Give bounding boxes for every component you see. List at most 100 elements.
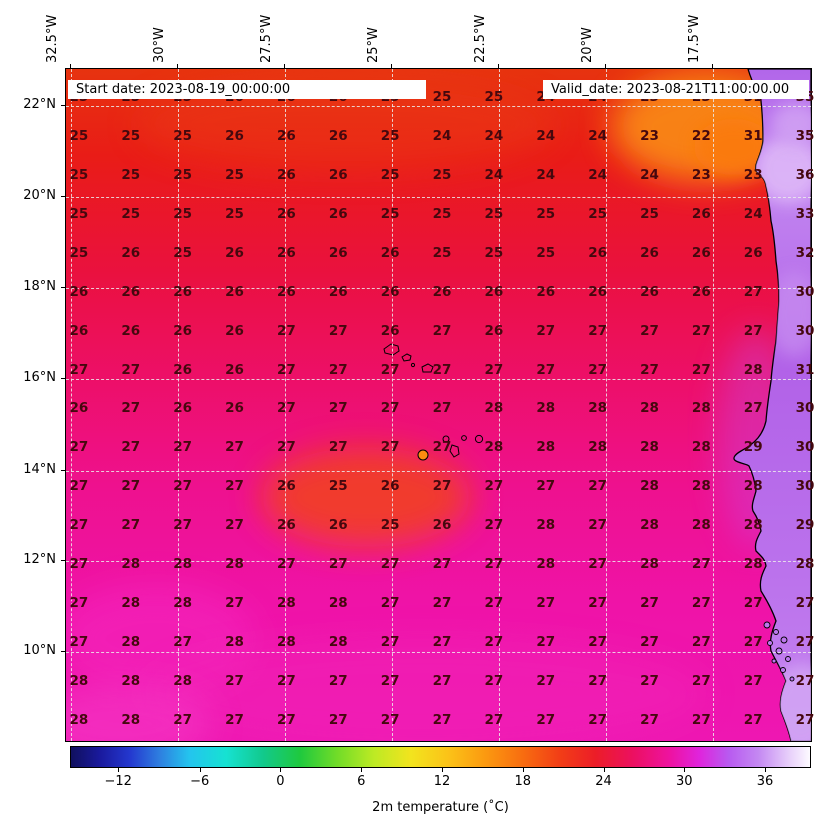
temperature-value: 28 — [276, 594, 296, 611]
temperature-value: 28 — [691, 517, 711, 534]
temperature-value: 27 — [380, 711, 400, 728]
temperature-value: 26 — [225, 361, 244, 378]
temperature-value: 27 — [691, 633, 711, 650]
temperature-value: 27 — [432, 439, 452, 456]
temperature-value: 25 — [69, 244, 89, 261]
temperature-value: 27 — [173, 517, 193, 534]
temperature-value: 27 — [691, 361, 711, 378]
temperature-value: 25 — [432, 167, 452, 184]
temperature-value: 27 — [328, 556, 348, 573]
temperature-value: 32 — [795, 244, 815, 261]
temperature-value: 27 — [432, 711, 452, 728]
temperature-value: 24 — [588, 167, 607, 184]
lon-tick — [391, 64, 392, 68]
temperature-value: 24 — [640, 167, 659, 184]
lon-tick — [70, 64, 71, 68]
temperature-value: 24 — [484, 167, 504, 184]
lon-tick — [284, 64, 285, 68]
temperature-value: 26 — [328, 206, 348, 223]
temperature-value: 28 — [640, 400, 659, 417]
temperature-value: 31 — [795, 361, 815, 378]
lon-tick — [177, 64, 178, 68]
lat-tick-label: 20°N — [23, 188, 56, 203]
temperature-value: 27 — [743, 322, 763, 339]
islands-cape-verde — [383, 343, 484, 458]
temperature-value: 22 — [691, 128, 711, 145]
temperature-value: 27 — [69, 633, 89, 650]
temperature-value: 28 — [121, 556, 141, 573]
temperature-value: 25 — [380, 517, 400, 534]
temperature-value: 26 — [173, 322, 193, 339]
temperature-value: 28 — [69, 672, 89, 689]
temperature-value: 28 — [536, 400, 556, 417]
temperature-value: 27 — [121, 400, 141, 417]
temperature-value: 24 — [432, 128, 452, 145]
temperature-value: 26 — [484, 283, 504, 300]
colorbar-tick-label: 24 — [595, 774, 612, 789]
temperature-value: 27 — [121, 478, 141, 495]
temperature-value: 26 — [173, 361, 193, 378]
temperature-value: 27 — [225, 439, 244, 456]
temperature-value: 27 — [69, 594, 89, 611]
temperature-value: 27 — [743, 400, 763, 417]
temperature-value: 25 — [432, 89, 452, 106]
temperature-value: 27 — [588, 633, 607, 650]
temperature-value: 27 — [328, 322, 348, 339]
lat-tick — [61, 560, 65, 561]
temperature-value: 27 — [225, 478, 244, 495]
temperature-value: 25 — [536, 206, 556, 223]
temperature-value: 27 — [328, 711, 348, 728]
temperature-value: 27 — [380, 439, 400, 456]
temperature-value: 28 — [173, 672, 193, 689]
gridline-vertical — [71, 69, 72, 741]
gridline-horizontal — [66, 197, 811, 198]
gridline-horizontal — [66, 652, 811, 653]
temperature-value: 27 — [276, 672, 296, 689]
temperature-value: 26 — [276, 283, 296, 300]
colorbar-tick — [765, 768, 767, 772]
temperature-value: 26 — [328, 517, 348, 534]
temperature-value: 27 — [691, 672, 711, 689]
temperature-value: 27 — [276, 361, 296, 378]
temperature-value: 26 — [276, 478, 296, 495]
temperature-value: 25 — [484, 244, 504, 261]
temperature-value: 28 — [743, 556, 763, 573]
colorbar-tick-label: 6 — [357, 774, 366, 789]
temperature-value: 25 — [121, 206, 141, 223]
temperature-value: 27 — [380, 594, 400, 611]
temperature-value: 28 — [588, 400, 607, 417]
temperature-value: 27 — [432, 322, 452, 339]
temperature-value: 27 — [536, 594, 556, 611]
temperature-value: 27 — [691, 556, 711, 573]
temperature-value: 27 — [588, 594, 607, 611]
temperature-value: 25 — [69, 167, 89, 184]
temperature-value: 26 — [121, 244, 141, 261]
temperature-value: 26 — [276, 128, 296, 145]
temperature-value: 27 — [432, 633, 452, 650]
temperature-value: 26 — [691, 283, 711, 300]
colorbar-tick — [199, 768, 201, 772]
gridline-vertical — [178, 69, 179, 741]
temperature-value: 27 — [173, 633, 193, 650]
temperature-value: 27 — [432, 594, 452, 611]
temperature-value: 26 — [225, 400, 244, 417]
temperature-value: 30 — [795, 478, 815, 495]
temperature-value: 27 — [276, 556, 296, 573]
temperature-value: 30 — [795, 439, 815, 456]
temperature-value: 27 — [380, 672, 400, 689]
temperature-value: 27 — [484, 517, 504, 534]
gridline-vertical — [285, 69, 286, 741]
colorbar-tick-label: 0 — [276, 774, 285, 789]
lat-tick — [61, 378, 65, 379]
colorbar-tick-label: −6 — [190, 774, 210, 789]
temperature-value: 28 — [484, 439, 504, 456]
lat-tick — [61, 105, 65, 106]
temperature-value: 27 — [69, 439, 89, 456]
lon-tick-label: 22.5°W — [473, 14, 488, 63]
temperature-value: 27 — [121, 517, 141, 534]
lat-tick-label: 12°N — [23, 552, 56, 567]
lat-tick-label: 16°N — [23, 370, 56, 385]
map-plot: 25 25 25 26 26 26 25 25 25 24 24 23 23 31 35 25 25 25 26 26… — [65, 68, 814, 742]
temperature-value: 25 — [173, 206, 193, 223]
